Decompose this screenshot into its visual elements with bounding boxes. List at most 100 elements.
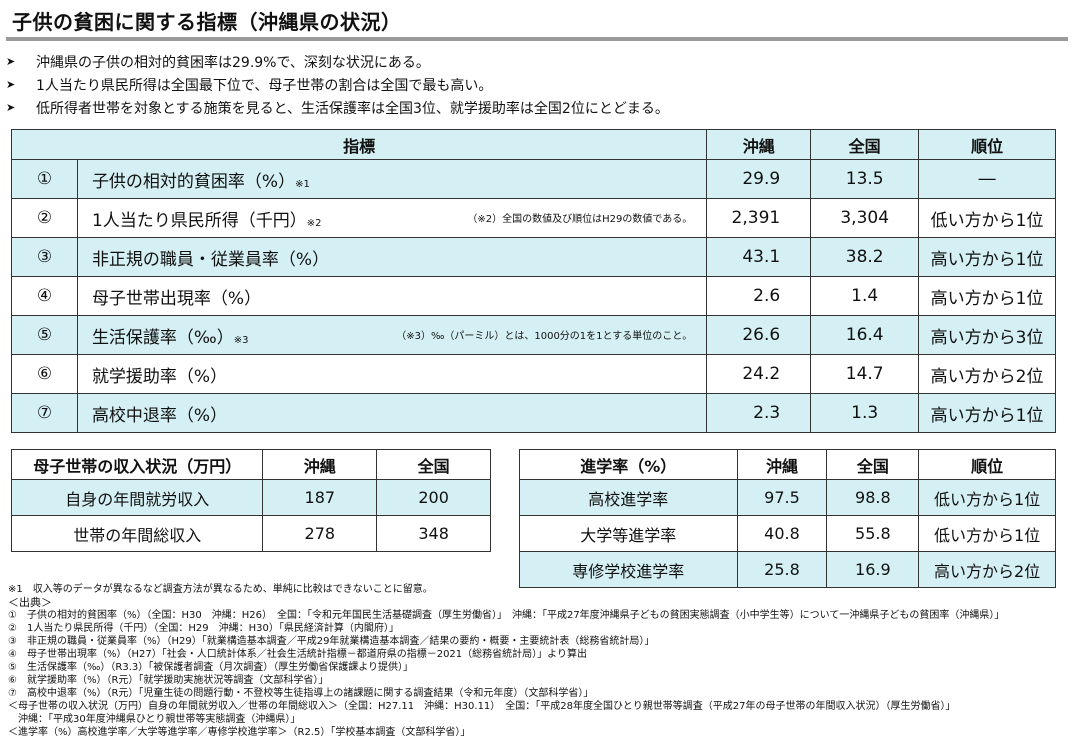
national-value: 16.9	[826, 551, 920, 588]
okinawa-value: 278	[262, 515, 378, 552]
national-value: 16.4	[810, 315, 920, 355]
triangle-right-icon: ➤	[6, 78, 16, 91]
okinawa-value: 40.8	[736, 515, 828, 552]
national-value: 55.8	[826, 515, 920, 552]
source-line: ⑦ 高校中退率（%）（R元）「児童生徒の問題行動・不登校等生徒指導上の諸課題に関…	[8, 688, 594, 699]
rank-value: 高い方から3位	[918, 315, 1056, 355]
national-value: 98.8	[826, 479, 920, 516]
rank-value: 高い方から2位	[918, 354, 1056, 394]
summary-bullet-text: 沖縄県の子供の相対的貧困率は29.9%で、深刻な状況にある。	[36, 54, 430, 71]
row-number: ②	[11, 198, 78, 238]
header-national: 全国	[376, 449, 491, 480]
header-advance: 進学率（%）	[519, 449, 738, 480]
row-label-text: 非正規の職員・従業員率（%）	[91, 249, 330, 270]
income-table-header: 母子世帯の収入状況（万円） 沖縄 全国	[10, 449, 491, 480]
header-national: 全国	[810, 129, 920, 160]
row-number: ⑤	[11, 315, 78, 355]
summary-bullet-text: 1人当たり県民所得は全国最下位で、母子世帯の割合は全国で最も高い。	[36, 77, 493, 94]
advance-table-header: 進学率（%） 沖縄 全国 順位	[519, 449, 1056, 480]
summary-bullet-text: 低所得者世帯を対象とする施策を見ると、生活保護率は全国3位、就学援助率は全国2位…	[36, 100, 669, 117]
row-number: ⑥	[11, 354, 78, 394]
rank-value: 高い方から1位	[918, 393, 1056, 433]
national-value: 1.4	[810, 276, 920, 316]
source-line: ③ 非正規の職員・従業員率（%）（H29）「就業構造基本調査／平成29年就業構造…	[8, 636, 655, 647]
summary-bullet: ➤ 1人当たり県民所得は全国最下位で、母子世帯の割合は全国で最も高い。	[6, 73, 1066, 96]
table-row: 高校進学率 97.5 98.8 低い方から1位	[519, 479, 1056, 516]
source-line: ① 子供の相対的貧困率（%）（全国：H30 沖縄：H26） 全国：「令和元年国民…	[8, 610, 1005, 621]
footnotes: ※1 収入等のデータが異なるなど調査方法が異なるため、単純に比較はできないことに…	[8, 583, 1068, 739]
okinawa-value: 2.3	[706, 393, 812, 433]
source-line: 沖縄：「平成30年度沖縄県ひとり親世帯等実態調査（沖縄県）」	[8, 714, 301, 725]
national-value: 13.5	[810, 159, 920, 199]
row-footnote-mark: ※1	[295, 178, 310, 190]
row-note: （※2）全国の数値及び順位はH29の数値である。	[467, 213, 693, 225]
table-row: ④ 母子世帯出現率（%） 2.6 1.4 高い方から1位	[11, 276, 1056, 316]
source-header: ＜出典＞	[8, 596, 52, 609]
header-national: 全国	[826, 449, 920, 480]
rank-value: 高い方から2位	[918, 551, 1056, 588]
header-rank: 順位	[918, 449, 1056, 480]
triangle-right-icon: ➤	[6, 55, 16, 68]
row-label: 高校進学率	[519, 479, 738, 516]
table-row: 自身の年間就労収入 187 200	[10, 479, 491, 516]
row-label-text: 高校中退率（%）	[91, 405, 228, 426]
okinawa-value: 29.9	[706, 159, 812, 199]
header-income: 母子世帯の収入状況（万円）	[10, 449, 264, 480]
page-title: 子供の貧困に関する指標（沖縄県の状況）	[12, 10, 402, 34]
row-label-text: 就学援助率（%）	[91, 366, 228, 387]
row-label: 母子世帯出現率（%）	[76, 276, 708, 316]
national-value: 200	[376, 479, 491, 516]
row-label-text: 子供の相対的貧困率（%）	[91, 171, 296, 192]
header-okinawa: 沖縄	[736, 449, 828, 480]
row-label-text: 生活保護率（‰）	[91, 327, 234, 348]
national-value: 3,304	[810, 198, 920, 238]
title-divider	[6, 37, 1068, 41]
table-row: ② 1人当たり県民所得（千円）※2 （※2）全国の数値及び順位はH29の数値である…	[11, 198, 1056, 238]
header-okinawa: 沖縄	[262, 449, 378, 480]
single-mother-income-table: 母子世帯の収入状況（万円） 沖縄 全国 自身の年間就労収入 187 200 世帯…	[10, 449, 491, 552]
footnote-caveat: ※1 収入等のデータが異なるなど調査方法が異なるため、単純に比較はできないことに…	[8, 584, 433, 595]
row-number: ④	[11, 276, 78, 316]
okinawa-value: 97.5	[736, 479, 828, 516]
row-label: 非正規の職員・従業員率（%）	[76, 237, 708, 277]
source-line: ＜母子世帯の収入状況（万円）自身の年間就労収入／世帯の年間総収入＞（全国：H27…	[8, 701, 956, 712]
row-label: 世帯の年間総収入	[10, 515, 264, 552]
row-label: 子供の相対的貧困率（%）※1	[76, 159, 708, 199]
rank-value: 低い方から1位	[918, 479, 1056, 516]
table-row: 専修学校進学率 25.8 16.9 高い方から2位	[519, 551, 1056, 588]
okinawa-value: 25.8	[736, 551, 828, 588]
national-value: 38.2	[810, 237, 920, 277]
row-label: 自身の年間就労収入	[10, 479, 264, 516]
summary-bullets: ➤ 沖縄県の子供の相対的貧困率は29.9%で、深刻な状況にある。 ➤ 1人当たり県民…	[6, 50, 1066, 119]
okinawa-value: 187	[262, 479, 378, 516]
row-label: 専修学校進学率	[519, 551, 738, 588]
row-label: 大学等進学率	[519, 515, 738, 552]
table-row: ⑤ 生活保護率（‰）※3 （※3）‰（パーミル）とは、1000分の1を1とする単位…	[11, 315, 1056, 355]
row-label: 1人当たり県民所得（千円）※2 （※2）全国の数値及び順位はH29の数値である。	[76, 198, 708, 238]
advancement-rate-table: 進学率（%） 沖縄 全国 順位 高校進学率 97.5 98.8 低い方から1位 …	[519, 449, 1056, 588]
source-line: ④ 母子世帯出現率（%）（H27）「社会・人口統計体系／社会生活統計指標－都道府…	[8, 649, 587, 660]
row-number: ⑦	[11, 393, 78, 433]
row-number: ①	[11, 159, 78, 199]
rank-value: 低い方から1位	[918, 198, 1056, 238]
row-label: 高校中退率（%）	[76, 393, 708, 433]
header-rank: 順位	[918, 129, 1056, 160]
table-row: 大学等進学率 40.8 55.8 低い方から1位	[519, 515, 1056, 552]
rank-value: ―	[918, 159, 1056, 199]
row-number: ③	[11, 237, 78, 277]
rank-value: 高い方から1位	[918, 237, 1056, 277]
okinawa-value: 26.6	[706, 315, 812, 355]
table-row: ③ 非正規の職員・従業員率（%） 43.1 38.2 高い方から1位	[11, 237, 1056, 277]
national-value: 14.7	[810, 354, 920, 394]
row-note: （※3）‰（パーミル）とは、1000分の1を1とする単位のこと。	[396, 330, 693, 342]
row-label: 就学援助率（%）	[76, 354, 708, 394]
source-line: ⑤ 生活保護率（‰）（R3.3）「被保護者調査（月次調査）（厚生労働省保護課より…	[8, 662, 414, 673]
row-label-text: 母子世帯出現率（%）	[91, 288, 262, 309]
source-line: ② 1人当たり県民所得（千円）（全国：H29 沖縄：H30）「県民経済計算（内閣…	[8, 623, 399, 634]
okinawa-value: 2,391	[706, 198, 812, 238]
source-line: ⑥ 就学援助率（%）（R元）「就学援助実施状況等調査（文部科学省）」	[8, 675, 329, 686]
table-row: ⑥ 就学援助率（%） 24.2 14.7 高い方から2位	[11, 354, 1056, 394]
okinawa-value: 24.2	[706, 354, 812, 394]
rank-value: 低い方から1位	[918, 515, 1056, 552]
row-label-text: 1人当たり県民所得（千円）	[91, 210, 307, 231]
